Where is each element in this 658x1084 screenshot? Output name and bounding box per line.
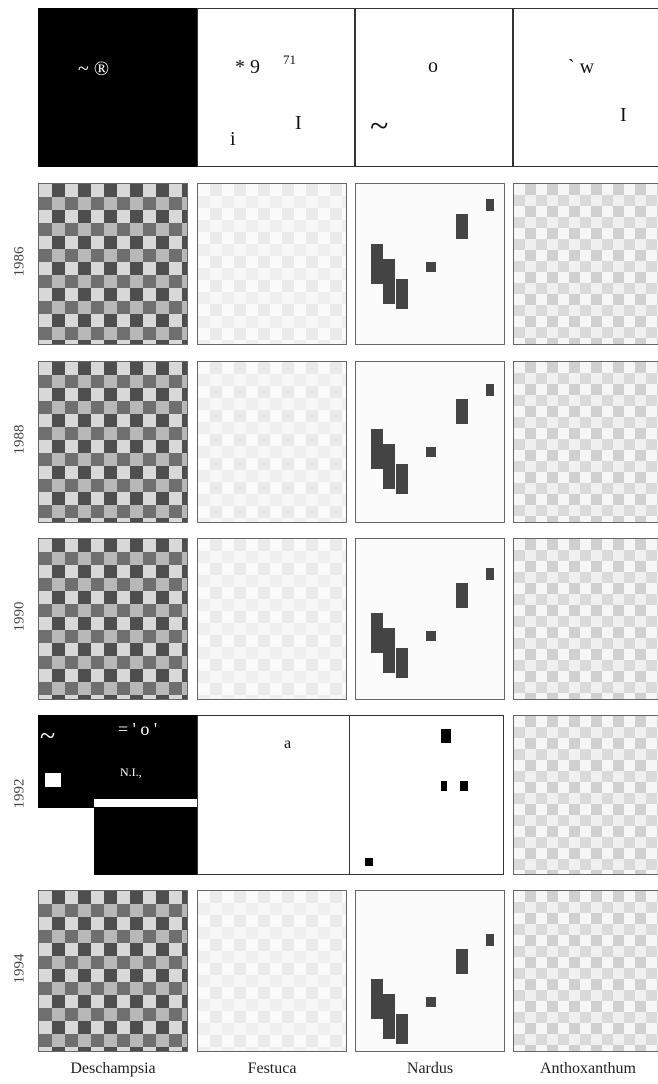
figure: ~ ® * 9 71 i Io ~ ` w I 1986 1988 1990 1992 ~ = ' o '… (0, 0, 658, 1084)
panel (513, 715, 658, 875)
glitch-block (460, 781, 468, 791)
column-label: Festuca (193, 1060, 351, 1078)
year-label: 1990 (12, 587, 29, 647)
dark-cell (396, 648, 408, 678)
heatmap-panel (355, 538, 505, 700)
top-panel (513, 8, 658, 167)
dark-cell (426, 262, 436, 272)
heatmap-panel (513, 538, 658, 700)
glitch-block (45, 773, 61, 787)
glyph: ~ ® (78, 58, 109, 81)
dark-cell (486, 568, 494, 580)
glyph: * 9 (235, 56, 260, 79)
glyph: = ' o ' (118, 719, 157, 740)
glyph: ` w (568, 56, 594, 79)
dark-cell (396, 279, 408, 309)
glyph: N.I., (120, 765, 142, 780)
blank-panel (349, 715, 504, 875)
glyph: o (428, 55, 438, 78)
heatmap-panel (197, 890, 347, 1052)
heatmap-panel (355, 361, 505, 523)
blank-panel (197, 715, 350, 875)
year-label: 1986 (12, 232, 29, 292)
dark-cell (456, 583, 468, 608)
dark-cell (371, 979, 383, 1019)
glitch-white (38, 808, 94, 875)
glyph: I (620, 104, 627, 127)
glyph: ~ (370, 108, 388, 146)
year-label: 1992 (12, 764, 29, 824)
dark-cell (426, 997, 436, 1007)
dark-cell (371, 429, 383, 469)
dark-cell (383, 444, 395, 489)
glyph: I (295, 112, 302, 135)
heatmap-panel (355, 183, 505, 345)
dark-cell (383, 994, 395, 1039)
top-panel (197, 8, 355, 167)
column-label: Nardus (351, 1060, 509, 1078)
year-label: 1994 (12, 939, 29, 999)
heatmap-panel (513, 890, 658, 1052)
dark-cell (371, 244, 383, 284)
glyph: a (284, 735, 291, 753)
dark-cell (426, 631, 436, 641)
year-label: 1988 (12, 410, 29, 470)
glyph: i (230, 128, 236, 151)
dark-cell (456, 949, 468, 974)
glitch-block (365, 858, 373, 866)
glyph: 71 (283, 52, 296, 68)
heatmap-panel (513, 183, 658, 345)
dark-cell (371, 613, 383, 653)
glitch-block (441, 729, 451, 743)
dark-cell (486, 199, 494, 211)
heatmap-panel (38, 538, 188, 700)
dark-cell (456, 399, 468, 424)
heatmap-panel (355, 890, 505, 1052)
glitch-white (94, 799, 198, 807)
column-label: Deschampsia (34, 1060, 192, 1078)
heatmap-panel (197, 361, 347, 523)
dark-cell (426, 447, 436, 457)
dark-cell (396, 464, 408, 494)
heatmap-panel (38, 361, 188, 523)
dark-cell (396, 1014, 408, 1044)
dark-cell (383, 259, 395, 304)
heatmap-panel (197, 538, 347, 700)
column-label: Anthoxanthum (509, 1060, 658, 1078)
top-black-panel (38, 8, 198, 167)
glitch-block (441, 781, 447, 791)
dark-cell (486, 384, 494, 396)
dark-cell (486, 934, 494, 946)
heatmap-panel (197, 183, 347, 345)
heatmap-panel (38, 183, 188, 345)
heatmap-panel (513, 361, 658, 523)
glyph: ~ (40, 721, 55, 753)
heatmap-panel (38, 890, 188, 1052)
dark-cell (456, 214, 468, 239)
dark-cell (383, 628, 395, 673)
